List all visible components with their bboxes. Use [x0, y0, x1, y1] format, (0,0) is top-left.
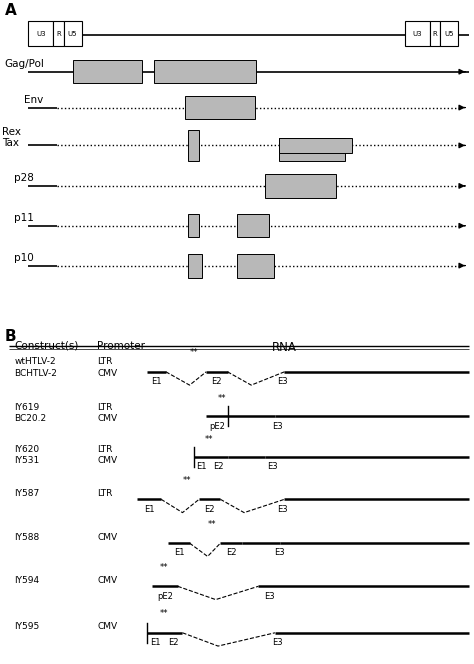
- Text: E2: E2: [213, 462, 223, 471]
- Text: **: **: [218, 394, 226, 403]
- FancyBboxPatch shape: [279, 138, 345, 161]
- FancyBboxPatch shape: [265, 174, 336, 198]
- Text: CMV: CMV: [97, 369, 117, 378]
- Text: E2: E2: [211, 377, 222, 386]
- Text: E2: E2: [226, 548, 237, 558]
- Text: Env: Env: [24, 94, 43, 105]
- Text: p11: p11: [14, 212, 34, 223]
- Text: E3: E3: [277, 377, 287, 386]
- Text: lY594: lY594: [14, 576, 39, 585]
- FancyBboxPatch shape: [53, 21, 64, 46]
- Text: pE2: pE2: [157, 592, 173, 601]
- Text: E3: E3: [272, 422, 283, 431]
- Text: pE2: pE2: [209, 422, 225, 431]
- Text: E3: E3: [277, 505, 287, 514]
- Text: B: B: [5, 329, 17, 344]
- Text: lY595: lY595: [14, 622, 39, 631]
- Text: **: **: [183, 475, 191, 485]
- Text: E3: E3: [267, 462, 278, 471]
- FancyBboxPatch shape: [188, 214, 199, 237]
- Text: lY531: lY531: [14, 456, 39, 465]
- Text: Promoter: Promoter: [97, 341, 145, 351]
- Text: BCHTLV-2: BCHTLV-2: [14, 369, 57, 378]
- FancyBboxPatch shape: [237, 254, 274, 278]
- Text: U3: U3: [413, 31, 422, 37]
- Text: U5: U5: [68, 31, 77, 37]
- Text: **: **: [190, 348, 199, 357]
- Text: E1: E1: [144, 505, 155, 514]
- Text: E1: E1: [196, 462, 207, 471]
- Text: CMV: CMV: [97, 576, 117, 585]
- Text: p28: p28: [14, 173, 34, 183]
- Text: E2: E2: [204, 505, 215, 514]
- Text: E1: E1: [151, 377, 162, 386]
- Text: RNA: RNA: [272, 341, 297, 354]
- Text: R: R: [433, 31, 438, 37]
- Text: CMV: CMV: [97, 456, 117, 465]
- Text: lY587: lY587: [14, 489, 39, 499]
- Text: **: **: [204, 434, 213, 444]
- FancyBboxPatch shape: [64, 21, 82, 46]
- Text: Construct(s): Construct(s): [14, 341, 79, 351]
- FancyBboxPatch shape: [28, 21, 53, 46]
- Text: Rex
Tax: Rex Tax: [2, 127, 21, 148]
- Text: U3: U3: [36, 31, 46, 37]
- FancyBboxPatch shape: [440, 21, 458, 46]
- Text: lY619: lY619: [14, 403, 39, 412]
- Text: **: **: [159, 609, 168, 618]
- Text: p10: p10: [14, 252, 34, 263]
- Text: CMV: CMV: [97, 622, 117, 631]
- Text: LTR: LTR: [97, 445, 112, 454]
- Text: LTR: LTR: [97, 489, 112, 499]
- FancyBboxPatch shape: [188, 130, 199, 161]
- Text: E1: E1: [173, 548, 184, 558]
- FancyBboxPatch shape: [185, 96, 255, 119]
- Text: LTR: LTR: [97, 403, 112, 412]
- Text: E3: E3: [264, 592, 274, 601]
- Text: Gag/Pol: Gag/Pol: [5, 59, 45, 70]
- Text: lY588: lY588: [14, 533, 39, 542]
- Text: wtHTLV-2: wtHTLV-2: [14, 357, 56, 367]
- Text: E3: E3: [272, 638, 283, 647]
- FancyBboxPatch shape: [188, 254, 202, 278]
- FancyBboxPatch shape: [154, 60, 256, 83]
- Text: A: A: [5, 3, 17, 19]
- FancyBboxPatch shape: [405, 21, 430, 46]
- Text: **: **: [159, 562, 168, 572]
- Text: E3: E3: [274, 548, 285, 558]
- Text: BC20.2: BC20.2: [14, 414, 46, 424]
- Text: CMV: CMV: [97, 533, 117, 542]
- Text: E2: E2: [168, 638, 178, 647]
- FancyBboxPatch shape: [73, 60, 142, 83]
- Text: **: **: [208, 519, 217, 529]
- Text: E1: E1: [150, 638, 161, 647]
- FancyBboxPatch shape: [279, 138, 352, 153]
- Text: R: R: [56, 31, 61, 37]
- Text: LTR: LTR: [97, 357, 112, 367]
- Text: U5: U5: [445, 31, 454, 37]
- Text: lY620: lY620: [14, 445, 39, 454]
- Text: CMV: CMV: [97, 414, 117, 424]
- FancyBboxPatch shape: [430, 21, 440, 46]
- FancyBboxPatch shape: [237, 214, 269, 237]
